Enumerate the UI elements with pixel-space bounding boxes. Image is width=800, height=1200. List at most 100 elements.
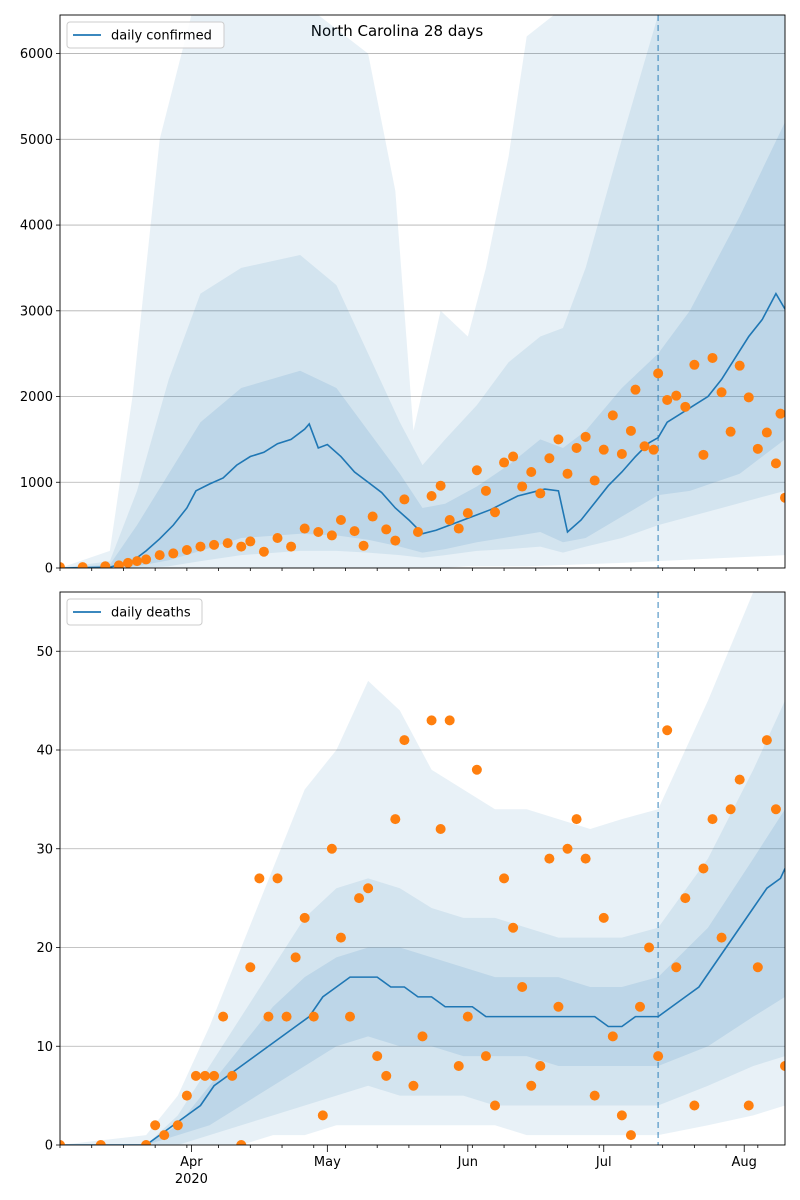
cases-observed-point bbox=[639, 441, 650, 452]
deaths-observed-point bbox=[236, 1140, 247, 1145]
cases-observed-point bbox=[535, 488, 546, 499]
deaths-observed-point bbox=[462, 1011, 473, 1022]
cases-observed-point bbox=[598, 444, 609, 455]
deaths-x-tick-label: Apr bbox=[180, 1155, 203, 1170]
cases-legend-label: daily confirmed bbox=[111, 29, 212, 44]
deaths-observed-point bbox=[435, 824, 446, 834]
cases-observed-point bbox=[707, 352, 718, 363]
cases-observed-point bbox=[462, 508, 473, 519]
deaths-observed-point bbox=[616, 1110, 627, 1121]
deaths-observed-point bbox=[544, 853, 555, 864]
deaths-observed-point bbox=[181, 1090, 192, 1101]
cases-observed-point bbox=[181, 544, 192, 555]
cases-observed-point bbox=[589, 475, 600, 486]
deaths-legend-label: daily deaths bbox=[111, 606, 191, 621]
deaths-observed-point bbox=[780, 1061, 785, 1071]
deaths-observed-point bbox=[254, 873, 265, 884]
deaths-band-inner bbox=[60, 809, 785, 1145]
deaths-observed-point bbox=[734, 774, 745, 785]
cases-observed-point bbox=[113, 560, 124, 568]
deaths-observed-point bbox=[490, 1100, 500, 1111]
cases-observed-point bbox=[734, 360, 745, 371]
deaths-observed-point bbox=[372, 1051, 383, 1062]
deaths-observed-point bbox=[698, 863, 709, 874]
cases-observed-point bbox=[245, 536, 256, 547]
cases-observed-point bbox=[367, 511, 378, 522]
deaths-observed-point bbox=[227, 1070, 238, 1081]
cases-observed-point bbox=[453, 523, 464, 534]
deaths-observed-point bbox=[589, 1090, 600, 1101]
deaths-observed-point bbox=[60, 1140, 65, 1145]
cases-observed-point bbox=[625, 425, 636, 436]
deaths-observed-point bbox=[480, 1051, 491, 1062]
deaths-observed-point bbox=[471, 764, 482, 775]
cases-observed-point bbox=[743, 392, 754, 403]
cases-observed-point bbox=[390, 535, 401, 546]
deaths-observed-point bbox=[625, 1130, 636, 1141]
cases-observed-point bbox=[132, 556, 143, 567]
deaths-observed-point bbox=[635, 1001, 645, 1012]
cases-y-tick-label: 0 bbox=[45, 562, 53, 577]
deaths-observed-point bbox=[417, 1031, 428, 1042]
deaths-legend: daily deaths bbox=[66, 598, 203, 626]
cases-y-tick-label: 6000 bbox=[20, 47, 53, 62]
deaths-observed-point bbox=[453, 1061, 464, 1071]
cases-observed-point bbox=[154, 550, 165, 561]
deaths-x-tick-label: Aug bbox=[732, 1155, 757, 1170]
deaths-observed-point bbox=[245, 962, 256, 973]
cases-plot-area bbox=[60, 15, 785, 568]
cases-observed-point bbox=[775, 408, 785, 419]
cases-observed-point bbox=[286, 541, 297, 552]
deaths-observed-point bbox=[743, 1100, 754, 1111]
cases-observed-point bbox=[607, 410, 618, 421]
deaths-observed-point bbox=[571, 814, 582, 825]
deaths-observed-point bbox=[562, 843, 573, 854]
deaths-observed-point bbox=[580, 853, 591, 864]
deaths-y-tick-label: 40 bbox=[36, 744, 53, 759]
deaths-observed-point bbox=[172, 1120, 183, 1131]
deaths-observed-point bbox=[150, 1120, 161, 1131]
deaths-observed-point bbox=[345, 1011, 355, 1022]
deaths-legend-box bbox=[66, 598, 203, 626]
cases-observed-point bbox=[313, 526, 324, 537]
cases-observed-point bbox=[335, 514, 346, 525]
cases-observed-point bbox=[326, 530, 337, 541]
cases-legend-box bbox=[66, 21, 225, 49]
cases-observed-point bbox=[499, 457, 510, 468]
cases-observed-point bbox=[526, 466, 537, 477]
deaths-observed-point bbox=[408, 1080, 419, 1091]
cases-observed-point bbox=[662, 394, 673, 405]
cases-observed-point bbox=[349, 526, 360, 537]
cases-y-tick-label: 1000 bbox=[20, 476, 53, 491]
cases-observed-point bbox=[209, 539, 220, 550]
cases-observed-point bbox=[571, 442, 582, 453]
cases-observed-point bbox=[60, 562, 65, 568]
deaths-observed-point bbox=[662, 725, 673, 736]
deaths-observed-point bbox=[444, 715, 455, 726]
deaths-y-tick-label: 10 bbox=[36, 1040, 53, 1055]
deaths-observed-point bbox=[680, 893, 691, 904]
cases-y-tick-label: 2000 bbox=[20, 390, 53, 405]
deaths-observed-point bbox=[707, 814, 718, 825]
deaths-observed-point bbox=[141, 1140, 152, 1145]
cases-observed-point bbox=[480, 485, 491, 496]
cases-observed-point bbox=[508, 451, 519, 462]
deaths-observed-point bbox=[535, 1061, 546, 1071]
deaths-x-tick-label: Jul bbox=[595, 1155, 612, 1170]
cases-band-outer bbox=[60, 15, 785, 568]
deaths-observed-point bbox=[190, 1070, 201, 1081]
deaths-observed-point bbox=[553, 1001, 564, 1012]
cases-observed-point bbox=[100, 561, 111, 568]
deaths-observed-point bbox=[95, 1140, 106, 1145]
deaths-observed-point bbox=[335, 932, 346, 943]
cases-observed-point bbox=[471, 465, 482, 476]
deaths-observed-point bbox=[671, 962, 682, 973]
cases-observed-point bbox=[141, 554, 152, 565]
cases-observed-point bbox=[648, 444, 659, 455]
deaths-y-tick-label: 50 bbox=[36, 645, 53, 660]
deaths-y-tick-label: 20 bbox=[36, 941, 53, 956]
cases-observed-point bbox=[435, 480, 446, 491]
cases-observed-point bbox=[630, 384, 641, 395]
cases-observed-point bbox=[299, 523, 310, 534]
